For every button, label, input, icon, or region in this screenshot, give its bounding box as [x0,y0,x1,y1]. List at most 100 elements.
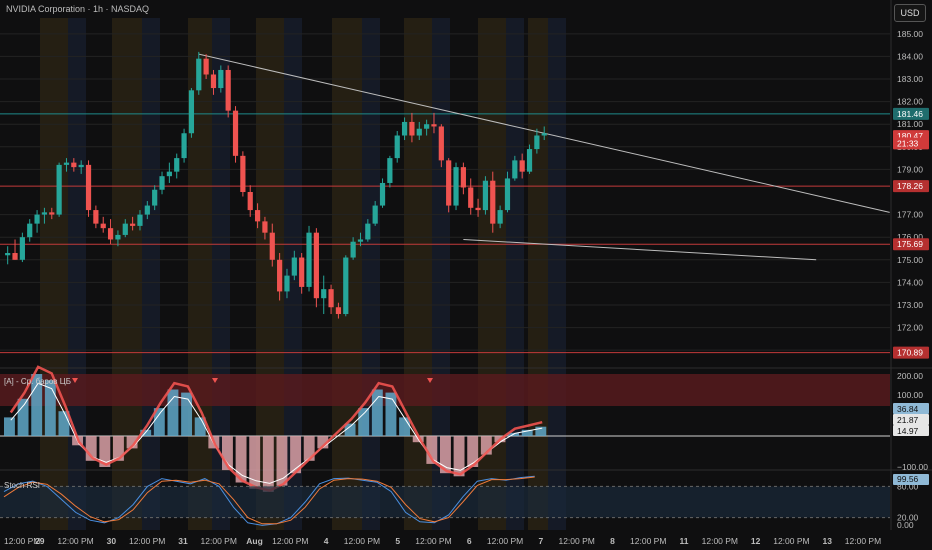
macd-badge [893,414,929,425]
price-tick-label: 185.00 [897,29,923,39]
stoch-band [0,486,890,518]
candle-body [115,234,121,240]
price-badge-label: 178.26 [897,181,923,191]
candle-body [254,210,261,222]
time-tick-label: 12 [751,536,761,546]
candle-body [166,171,172,177]
candle-body [343,257,349,315]
macd-badge-label: 36.84 [897,404,919,414]
macd-histogram-bar [290,436,302,474]
candle-body [541,133,547,136]
candle-body [321,289,327,299]
time-tick-label: 8 [610,536,615,546]
session-band-afterhours [548,18,566,530]
time-tick-label: 30 [107,536,117,546]
candle-body [409,121,415,136]
candle-body [130,223,136,226]
price-badge-label: 180.47 [897,131,923,141]
price-tick-label: 182.00 [897,97,923,107]
macd-histogram-bar [303,436,315,461]
macd-histogram-bar [222,436,233,471]
candle-body [519,160,525,172]
candle-body [446,160,452,206]
session-band-afterhours [68,18,86,530]
candle-body [350,241,356,258]
macd-histogram-bar [58,411,70,436]
candle-body [122,223,128,235]
candle-body [379,182,386,206]
candle-body [34,214,40,224]
candle-body [306,232,312,287]
currency-button[interactable]: USD [894,4,926,22]
candle-body [424,124,430,129]
candle-body [460,167,466,188]
macd-histogram-bar [113,436,124,461]
candle-body [203,58,209,75]
stoch-tick-label: 80.00 [897,481,919,491]
price-tick-label: 175.00 [897,255,923,265]
time-tick-label: 6 [467,536,472,546]
macd-histogram-bar [167,389,179,436]
time-tick-label: 12:00 PM [773,536,809,546]
candle-body [5,253,11,256]
candle-body [453,167,459,206]
stoch-k-line [3,475,535,526]
candle-body [137,214,143,226]
candle-body [504,178,511,211]
macd-histogram-bar [262,436,274,492]
candle-body [41,212,48,215]
macd-tick-label: 100.00 [897,390,923,400]
macd-histogram-bar [385,392,397,436]
macd-histogram-bar [480,436,492,455]
symbol-title: NVIDIA Corporation · 1h · NASDAQ [6,4,150,14]
candle-body [188,90,195,134]
candle-body [291,257,297,276]
macd-histogram-bar [521,429,533,436]
sell-signal-marker [427,378,433,383]
time-tick-label: 12:00 PM [487,536,523,546]
candle-body [152,189,158,206]
candle-body [196,58,202,91]
candle-body [468,187,474,208]
macd-histogram-bar [99,436,111,467]
macd-histogram-bar [371,389,383,436]
candle-body [284,275,290,292]
macd-histogram-bar [249,436,261,489]
time-tick-label: 31 [178,536,188,546]
macd-histogram-bar [317,436,329,449]
price-badge [893,238,929,251]
session-band-premarket [40,18,68,530]
macd-indicator-label[interactable]: [A] - Ср. баров ЦБ [4,377,71,386]
candle-body [328,289,334,308]
price-tick-label: 172.00 [897,323,923,333]
macd-histogram-bar [17,398,29,436]
macd-tick-label: −100.00 [897,462,928,472]
candle-body [394,135,400,159]
macd-histogram-bar [453,436,465,477]
candle-body [174,158,180,172]
candle-body [78,164,84,168]
time-tick-label: 11 [680,536,689,546]
time-tick-label: 12:00 PM [129,536,165,546]
candle-body [482,180,489,211]
candle-body [438,126,444,161]
candle-body [85,164,92,211]
candle-body [240,155,246,192]
macd-histogram-bar [153,408,165,436]
candle-body [497,210,503,224]
stoch-rsi-label[interactable]: Stoch RSI [4,481,41,490]
macd-histogram-bar [399,417,411,436]
stoch-badge [893,474,929,485]
sell-signal-marker [72,378,78,383]
time-tick-label: 12:00 PM [344,536,380,546]
macd-histogram-bar [4,417,15,436]
time-tick-label: 5 [395,536,400,546]
overbought-zone [0,374,890,406]
macd-signal-line [10,382,543,484]
stoch-d-line [3,476,535,525]
session-band-premarket [528,18,548,530]
price-badge [893,137,929,150]
candle-body [107,228,114,240]
macd-histogram-bar [85,436,97,461]
